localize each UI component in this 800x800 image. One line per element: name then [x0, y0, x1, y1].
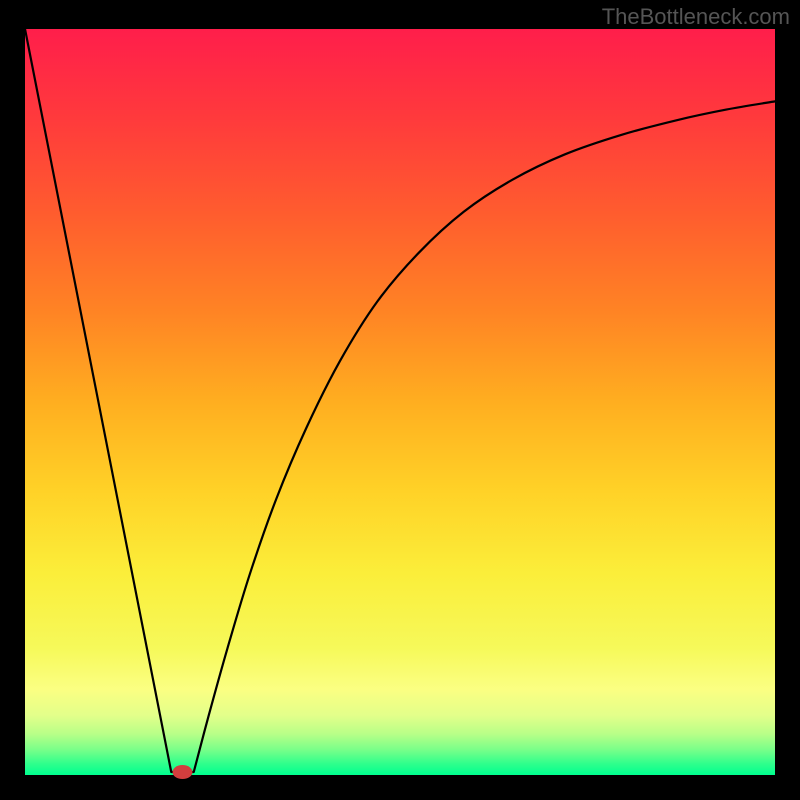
- plot-background: [25, 29, 775, 775]
- minimum-marker: [173, 765, 193, 779]
- watermark-text: TheBottleneck.com: [602, 4, 790, 30]
- bottleneck-chart: [0, 0, 800, 800]
- chart-container: TheBottleneck.com: [0, 0, 800, 800]
